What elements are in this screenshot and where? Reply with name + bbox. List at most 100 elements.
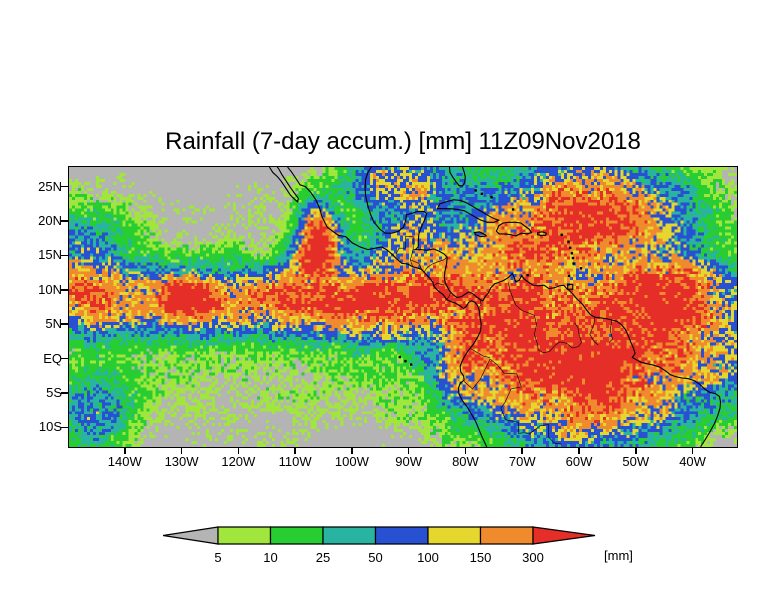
lon-label-100W: 100W bbox=[334, 454, 369, 469]
colorbar-arrow-above bbox=[532, 526, 596, 545]
colorbar-level-label-150: 150 bbox=[470, 550, 492, 565]
border-honduras-nicaragua bbox=[423, 256, 448, 273]
lon-tick-130W bbox=[180, 448, 183, 454]
lon-tick-70W bbox=[521, 448, 523, 454]
colorbar-segment-2 bbox=[269, 526, 324, 545]
colorbar-level-label-100: 100 bbox=[417, 550, 439, 565]
island-antilles-5 bbox=[571, 256, 575, 260]
border-mexico-guatemala-belize bbox=[395, 236, 416, 259]
colorbar-segment-5 bbox=[427, 526, 482, 545]
island-antilles-6 bbox=[572, 262, 575, 265]
lon-label-80W: 80W bbox=[452, 454, 479, 469]
lat-tick-15N bbox=[61, 254, 68, 257]
lat-label-10S: 10S bbox=[38, 419, 62, 435]
lat-label-15N: 15N bbox=[38, 247, 62, 263]
island-turks bbox=[511, 208, 515, 211]
border-guatemala-honduras bbox=[410, 249, 414, 267]
border-peru-colombia-brazil bbox=[489, 358, 525, 434]
island-galapagos-1 bbox=[398, 355, 402, 359]
border-el-salvador-honduras bbox=[410, 259, 422, 270]
border-colombia-venezuela bbox=[507, 282, 539, 351]
border-colombia-ecuador bbox=[470, 348, 491, 358]
lat-label-25N: 25N bbox=[38, 178, 62, 194]
rainfall-raster bbox=[69, 167, 737, 447]
colorbar-level-label-5: 5 bbox=[214, 550, 221, 565]
plot-title: Rainfall (7-day accum.) [mm] 11Z09Nov201… bbox=[165, 128, 641, 155]
map-plot-area bbox=[68, 166, 738, 448]
lon-label-140W: 140W bbox=[107, 454, 142, 469]
lon-tick-140W bbox=[124, 448, 126, 454]
island-bahamas-1 bbox=[474, 189, 477, 192]
lat-label-20N: 20N bbox=[38, 213, 62, 229]
lon-tick-90W bbox=[407, 448, 410, 454]
colorbar-level-label-10: 10 bbox=[263, 550, 277, 565]
colorbar-segment-4 bbox=[374, 526, 429, 545]
border-nicaragua-costa-rica bbox=[433, 282, 446, 287]
lat-tick-EQ bbox=[61, 357, 68, 360]
lon-tick-80W bbox=[464, 448, 467, 454]
lat-label-10N: 10N bbox=[38, 281, 62, 297]
coastline-jamaica bbox=[473, 231, 488, 238]
island-galapagos-3 bbox=[409, 363, 413, 366]
lat-tick-5N bbox=[61, 323, 68, 325]
island-bahamas-2 bbox=[480, 192, 484, 195]
island-bahamas-3 bbox=[490, 196, 493, 199]
island-curacao bbox=[526, 273, 529, 277]
coastline-gulf-caribbean-atlantic-coast bbox=[364, 167, 722, 447]
border-costa-rica-panama bbox=[446, 293, 451, 300]
lon-label-50W: 50W bbox=[622, 454, 650, 469]
colorbar-level-label-25: 25 bbox=[316, 550, 330, 565]
lon-label-40W: 40W bbox=[679, 454, 706, 469]
lat-tick-10N bbox=[61, 289, 68, 291]
lat-label-5S: 5S bbox=[46, 384, 62, 400]
lon-tick-110W bbox=[294, 448, 296, 454]
coastline-puerto-rico bbox=[537, 231, 547, 236]
border-guyana-suriname bbox=[589, 317, 599, 346]
colorbar: 5 10 25 50 100 150 300 bbox=[163, 526, 596, 565]
lat-tick-10S bbox=[61, 426, 68, 429]
border-venezuela-brazil-guyana bbox=[538, 322, 582, 354]
colorbar-segment-1 bbox=[217, 526, 272, 545]
coastlines-overlay bbox=[268, 167, 722, 447]
border-panama-colombia bbox=[479, 299, 482, 308]
coastline-florida bbox=[448, 167, 466, 187]
lon-label-60W: 60W bbox=[565, 454, 593, 469]
lon-tick-60W bbox=[578, 448, 580, 454]
lon-tick-100W bbox=[351, 448, 353, 454]
island-grenada bbox=[567, 274, 571, 278]
coastline-hispaniola bbox=[495, 221, 533, 237]
border-ecuador-peru bbox=[463, 358, 491, 390]
colorbar-arrow-below bbox=[163, 526, 219, 545]
island-antilles-4 bbox=[570, 252, 574, 255]
colorbar-segment-3 bbox=[322, 526, 377, 545]
border-bolivia-brazil bbox=[524, 424, 562, 445]
colorbar-units: [mm] bbox=[604, 548, 633, 563]
lat-tick-20N bbox=[61, 220, 68, 222]
border-suriname-french-guiana bbox=[608, 319, 613, 343]
colorbar-segment-6 bbox=[479, 526, 534, 545]
lon-label-90W: 90W bbox=[395, 454, 423, 469]
lon-tick-50W bbox=[635, 448, 637, 454]
coastline-baja-california bbox=[268, 167, 299, 203]
lat-label-EQ: EQ bbox=[43, 350, 62, 366]
island-antilles-2 bbox=[567, 240, 570, 243]
colorbar-level-label-50: 50 bbox=[368, 550, 382, 565]
lon-tick-120W bbox=[237, 448, 240, 454]
lon-label-110W: 110W bbox=[278, 454, 312, 469]
island-galapagos-2 bbox=[404, 359, 407, 363]
coastline-trinidad bbox=[567, 283, 574, 290]
coastline-cuba bbox=[436, 199, 501, 223]
lon-label-130W: 130W bbox=[164, 454, 199, 469]
island-antilles-3 bbox=[569, 246, 572, 250]
colorbar-level-label-300: 300 bbox=[522, 550, 544, 565]
lon-label-70W: 70W bbox=[508, 454, 536, 469]
lat-tick-25N bbox=[61, 185, 68, 188]
lat-tick-5S bbox=[61, 392, 68, 394]
island-antilles-1 bbox=[560, 233, 563, 237]
lon-label-120W: 120W bbox=[221, 454, 256, 469]
lat-label-5N: 5N bbox=[45, 316, 62, 332]
island-barbados bbox=[579, 267, 583, 270]
lon-tick-40W bbox=[691, 448, 694, 454]
coastline-pacific-coast bbox=[287, 167, 488, 447]
